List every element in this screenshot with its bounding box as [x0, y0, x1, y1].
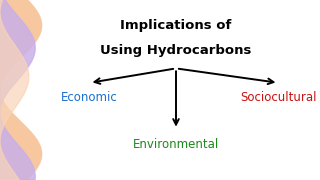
Text: Using Hydrocarbons: Using Hydrocarbons	[100, 44, 252, 57]
Text: Implications of: Implications of	[120, 19, 232, 32]
Text: Environmental: Environmental	[133, 138, 219, 150]
Text: Economic: Economic	[61, 91, 118, 104]
Text: Sociocultural: Sociocultural	[240, 91, 317, 104]
